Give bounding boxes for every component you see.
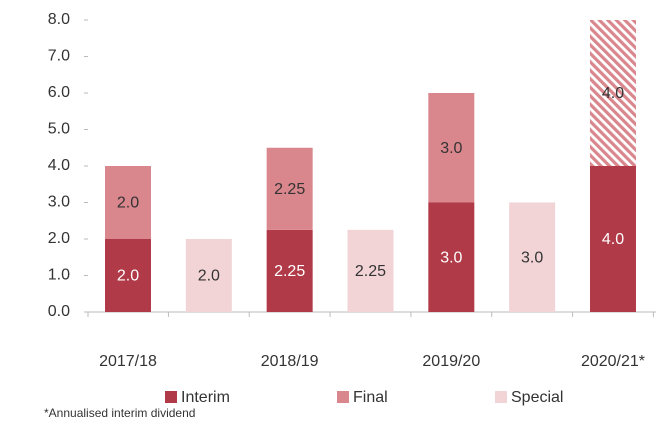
- legend-label: Interim: [181, 389, 230, 406]
- bar-segment: [347, 229, 394, 312]
- y-tick-label: 8.0: [48, 11, 70, 28]
- x-tick-label: 2017/18: [99, 353, 157, 370]
- value-label: 2.0: [117, 268, 139, 285]
- y-tick-label: 7.0: [48, 48, 70, 65]
- bar-segment: [589, 166, 636, 312]
- legend-swatch: [165, 391, 177, 403]
- y-tick-label: 4.0: [48, 157, 70, 174]
- bar-segment: [105, 239, 151, 312]
- value-label: 2.25: [274, 263, 305, 280]
- bar-segment: [266, 147, 313, 230]
- legend-swatch: [337, 391, 349, 403]
- footnote: *Annualised interim dividend: [44, 406, 195, 420]
- legend-label: Final: [353, 389, 388, 406]
- value-label: 3.0: [440, 140, 462, 157]
- y-tick-label: 6.0: [48, 84, 70, 101]
- value-label: 3.0: [440, 249, 462, 266]
- y-tick-label: 1.0: [48, 267, 70, 284]
- legend-label: Special: [511, 389, 563, 406]
- x-tick-label: 2020/21*: [581, 353, 645, 370]
- bar-segment: [589, 20, 636, 166]
- bar-segment: [428, 202, 475, 312]
- value-label: 2.0: [117, 195, 139, 212]
- x-tick-label: 2019/20: [422, 353, 480, 370]
- value-label: 4.0: [602, 85, 624, 102]
- value-label: 2.0: [198, 268, 220, 285]
- value-label: 4.0: [602, 231, 624, 248]
- y-tick-label: 2.0: [48, 230, 70, 247]
- legend-swatch: [495, 391, 507, 403]
- y-tick-label: 3.0: [48, 194, 70, 211]
- bar-segment: [509, 202, 556, 312]
- value-label: 2.25: [355, 263, 386, 280]
- bar-segment: [105, 166, 151, 239]
- bar-segment: [266, 229, 313, 312]
- bar-segment: [185, 239, 232, 312]
- value-label: 2.25: [274, 181, 305, 198]
- x-tick-label: 2018/19: [261, 353, 319, 370]
- bar-segment: [428, 93, 475, 203]
- value-label: 3.0: [521, 249, 543, 266]
- y-tick-label: 0.0: [48, 303, 70, 320]
- y-tick-label: 5.0: [48, 121, 70, 138]
